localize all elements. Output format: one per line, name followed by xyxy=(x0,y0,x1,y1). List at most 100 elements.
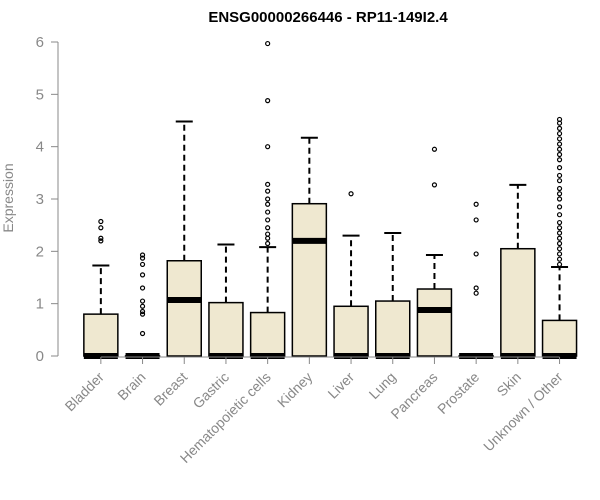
outlier-point xyxy=(431,182,438,188)
box-group xyxy=(333,191,369,359)
box-group xyxy=(208,243,244,359)
outlier-point xyxy=(556,204,563,210)
outlier-point xyxy=(556,141,563,147)
outlier-point xyxy=(265,98,271,104)
box-group xyxy=(124,252,161,359)
outlier-point xyxy=(556,125,563,131)
outlier-point xyxy=(265,225,271,231)
outlier-point xyxy=(98,218,104,225)
box-group xyxy=(458,201,494,359)
outlier-point xyxy=(265,231,271,237)
chart-title: ENSG00000266446 - RP11-149I2.4 xyxy=(208,9,448,26)
outlier-point xyxy=(139,311,146,317)
outlier-point xyxy=(473,285,479,291)
box-group xyxy=(416,146,453,357)
outlier-point xyxy=(556,136,563,142)
outlier-point xyxy=(98,238,104,244)
box-group xyxy=(500,183,536,359)
outlier-point xyxy=(556,116,563,123)
y-axis: 0 1 2 3 4 5 6 xyxy=(36,34,59,365)
outlier-point xyxy=(556,178,563,184)
outlier-point xyxy=(139,308,146,315)
box-body xyxy=(416,288,453,357)
outlier-point xyxy=(265,235,271,241)
box-body xyxy=(249,311,286,357)
box-group xyxy=(166,120,202,357)
outlier-point xyxy=(265,188,271,194)
box-group xyxy=(375,232,411,359)
outlier-point xyxy=(556,225,563,231)
y-tick-label: 1 xyxy=(36,296,44,313)
outlier-point xyxy=(556,165,563,171)
y-tick-label: 0 xyxy=(36,348,44,365)
outlier-point xyxy=(265,209,271,215)
box-body xyxy=(333,305,369,357)
x-tick-label: Kidney xyxy=(274,369,316,411)
outlier-point xyxy=(139,330,146,337)
box-body xyxy=(208,301,244,357)
outlier-point xyxy=(139,255,146,261)
outlier-point xyxy=(348,191,354,197)
outlier-point xyxy=(139,252,146,258)
outlier-point xyxy=(265,181,271,187)
box-group xyxy=(291,136,328,357)
outlier-point xyxy=(556,240,563,247)
y-tick-label: 4 xyxy=(36,139,44,156)
box-body xyxy=(541,319,578,357)
box-body xyxy=(500,247,536,357)
outlier-point xyxy=(556,256,563,262)
y-tick-label: 3 xyxy=(36,191,44,208)
outlier-point xyxy=(556,230,563,236)
box-body xyxy=(375,300,411,357)
outlier-point xyxy=(473,290,479,296)
outlier-point xyxy=(431,146,438,152)
outlier-point xyxy=(556,172,563,179)
outlier-point xyxy=(265,196,271,202)
x-tick-label: Bladder xyxy=(62,369,108,415)
outlier-point xyxy=(98,235,104,241)
outlier-point xyxy=(139,285,146,291)
box-body xyxy=(166,260,202,357)
x-tick-label: Liver xyxy=(324,369,357,402)
y-axis-label: Expression xyxy=(0,163,16,232)
outlier-point xyxy=(473,217,479,223)
outlier-point xyxy=(265,217,271,223)
box-group xyxy=(249,40,286,359)
box-series xyxy=(83,40,578,359)
box-group xyxy=(541,116,578,359)
box-body xyxy=(83,313,119,357)
outlier-point xyxy=(556,157,563,163)
y-tick-label: 6 xyxy=(36,34,44,51)
outlier-point xyxy=(139,261,146,268)
outlier-point xyxy=(265,40,271,47)
outlier-point xyxy=(556,251,563,257)
outlier-point xyxy=(265,240,271,247)
outlier-point xyxy=(139,272,146,278)
box-group xyxy=(83,218,119,359)
outlier-point xyxy=(556,196,563,202)
x-tick-label: Skin xyxy=(493,369,524,400)
outlier-point xyxy=(556,146,563,152)
outlier-point xyxy=(265,201,271,207)
outlier-point xyxy=(556,212,563,218)
outlier-point xyxy=(556,235,563,241)
outlier-point xyxy=(473,201,479,207)
outlier-point xyxy=(556,191,563,197)
x-tick-label: Brain xyxy=(114,369,148,403)
outlier-point xyxy=(556,185,563,192)
outlier-point xyxy=(556,151,563,158)
outlier-point xyxy=(556,246,563,252)
y-tick-label: 5 xyxy=(36,86,44,103)
x-tick-label: Breast xyxy=(150,369,190,409)
outlier-point xyxy=(556,219,563,226)
outlier-point xyxy=(98,225,104,231)
outlier-point xyxy=(265,144,271,150)
outlier-point xyxy=(139,303,146,309)
y-tick-label: 2 xyxy=(36,243,44,260)
x-tick-label: Lung xyxy=(366,369,399,402)
outlier-point xyxy=(556,261,563,268)
x-tick-label: Prostate xyxy=(434,369,482,417)
box-body xyxy=(291,202,328,357)
